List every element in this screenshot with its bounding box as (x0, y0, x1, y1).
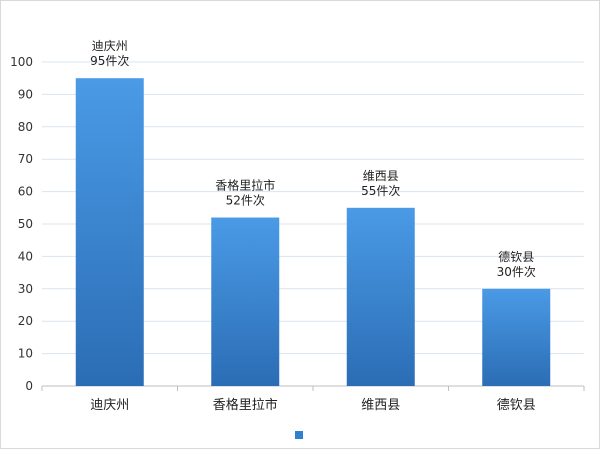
legend (295, 431, 303, 439)
x-tick-label: 香格里拉市 (213, 397, 278, 413)
x-tick-label: 维西县 (361, 398, 400, 413)
data-label-name: 德钦县 (498, 249, 534, 264)
data-label-value: 30件次 (497, 265, 536, 279)
data-label-value: 55件次 (361, 184, 400, 198)
y-tick-label: 90 (18, 87, 33, 101)
bar (346, 207, 415, 386)
y-tick-label: 70 (18, 152, 33, 166)
bar (211, 217, 280, 386)
bar (75, 78, 144, 386)
legend-marker (295, 431, 303, 439)
x-tick-label: 德钦县 (497, 398, 536, 413)
data-label-value: 95件次 (90, 54, 129, 68)
data-label-name: 迪庆州 (92, 39, 128, 53)
y-tick-label: 60 (18, 185, 33, 199)
bars (75, 78, 551, 386)
y-tick-label: 40 (18, 249, 33, 263)
y-tick-label: 10 (18, 347, 33, 361)
bar (482, 288, 551, 386)
y-tick-label: 20 (18, 314, 33, 328)
data-label-name: 维西县 (363, 169, 399, 183)
y-tick-label: 50 (18, 217, 33, 231)
y-tick-label: 80 (18, 120, 33, 134)
y-tick-label: 0 (25, 379, 33, 393)
y-tick-label: 30 (18, 282, 33, 296)
y-axis-ticks: 0 10 20 30 40 50 60 70 80 90 100 (10, 55, 33, 393)
data-label-value: 52件次 (226, 194, 265, 208)
x-axis-ticks: 迪庆州 香格里拉市 维西县 德钦县 (90, 397, 536, 413)
data-label-name: 香格里拉市 (215, 178, 275, 193)
y-tick-label: 100 (10, 55, 33, 69)
x-tick-label: 迪庆州 (90, 398, 129, 413)
